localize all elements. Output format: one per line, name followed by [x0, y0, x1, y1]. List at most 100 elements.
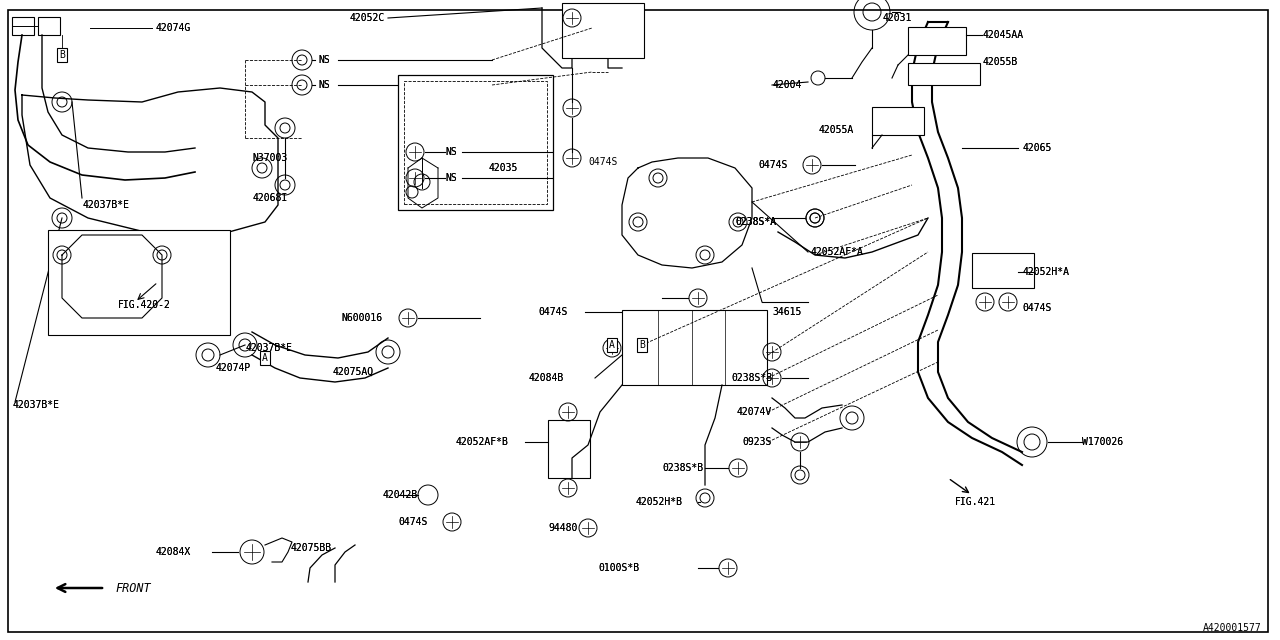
Text: 0474S: 0474S [398, 517, 428, 527]
Text: 0474S: 0474S [588, 157, 617, 167]
Text: 42055B: 42055B [982, 57, 1018, 67]
Text: 42075BB: 42075BB [291, 543, 332, 553]
Text: 0474S: 0474S [759, 160, 788, 170]
Text: 0238S*B: 0238S*B [662, 463, 703, 473]
Text: NS: NS [317, 55, 330, 65]
Text: 42037B*E: 42037B*E [244, 343, 292, 353]
Text: 42052H*B: 42052H*B [635, 497, 682, 507]
Text: 0238S*B: 0238S*B [662, 463, 703, 473]
Text: NS: NS [445, 147, 457, 157]
Text: B: B [59, 50, 65, 60]
Bar [548, 420, 590, 478]
Text: NS: NS [317, 80, 330, 90]
Text: FRONT: FRONT [115, 582, 151, 595]
Text: 0238S*A: 0238S*A [735, 217, 776, 227]
Text: 42031: 42031 [882, 13, 911, 23]
Text: 42052H*B: 42052H*B [635, 497, 682, 507]
Text: 34615: 34615 [772, 307, 801, 317]
Text: 42037B*E: 42037B*E [82, 200, 129, 210]
Text: 42045AA: 42045AA [982, 30, 1023, 40]
Text: NS: NS [317, 80, 330, 90]
Text: 42074V: 42074V [737, 407, 772, 417]
Text: 42052AF*B: 42052AF*B [454, 437, 508, 447]
Text: W170026: W170026 [1082, 437, 1123, 447]
Text: 42074P: 42074P [215, 363, 251, 373]
Text: FIG.421: FIG.421 [955, 497, 996, 507]
Text: 42074V: 42074V [737, 407, 772, 417]
Text: 42074P: 42074P [215, 363, 251, 373]
Text: 42052C: 42052C [349, 13, 385, 23]
Text: 0474S: 0474S [538, 307, 567, 317]
Bar [622, 310, 767, 385]
Text: 42084B: 42084B [529, 373, 563, 383]
Text: 0923S: 0923S [742, 437, 772, 447]
Text: 42037B*E: 42037B*E [82, 200, 129, 210]
Text: 0474S: 0474S [398, 517, 428, 527]
Text: NS: NS [317, 55, 330, 65]
Text: 42052H*A: 42052H*A [1021, 267, 1069, 277]
Text: W170026: W170026 [1082, 437, 1123, 447]
Bar [908, 27, 966, 55]
Text: NS: NS [445, 147, 457, 157]
Text: 42055A: 42055A [818, 125, 854, 135]
Text: 42004: 42004 [772, 80, 801, 90]
Bar [12, 17, 35, 35]
Text: N37003: N37003 [252, 153, 287, 163]
Text: N600016: N600016 [340, 313, 381, 323]
Text: 42052AF*A: 42052AF*A [810, 247, 863, 257]
Text: 0474S: 0474S [538, 307, 567, 317]
Bar [972, 253, 1034, 288]
Text: 42052AF*B: 42052AF*B [454, 437, 508, 447]
Text: 42037B*E: 42037B*E [12, 400, 59, 410]
Bar [872, 107, 924, 135]
Text: 0238S*B: 0238S*B [731, 373, 772, 383]
Text: 42004: 42004 [772, 80, 801, 90]
Text: 0238S*B: 0238S*B [731, 373, 772, 383]
Bar [38, 17, 60, 35]
Text: 42031: 42031 [882, 13, 911, 23]
Bar [398, 75, 553, 210]
Text: A420001577: A420001577 [1203, 623, 1262, 633]
Text: FIG.420-2: FIG.420-2 [118, 300, 170, 310]
Text: 42055B: 42055B [982, 57, 1018, 67]
Text: 0474S: 0474S [759, 160, 788, 170]
Text: 42042B: 42042B [381, 490, 417, 500]
Text: 42045AA: 42045AA [982, 30, 1023, 40]
Text: 42084X: 42084X [155, 547, 191, 557]
Text: FIG.420-2: FIG.420-2 [118, 300, 170, 310]
Text: N37003: N37003 [252, 153, 287, 163]
Text: NS: NS [445, 173, 457, 183]
Text: NS: NS [445, 173, 457, 183]
Text: FIG.421: FIG.421 [955, 497, 996, 507]
Text: 0474S: 0474S [1021, 303, 1051, 313]
Text: 0474S: 0474S [1021, 303, 1051, 313]
Text: 42052C: 42052C [349, 13, 385, 23]
Text: B: B [639, 340, 645, 350]
Text: 42068I: 42068I [252, 193, 287, 203]
Text: 42075AQ: 42075AQ [332, 367, 374, 377]
Text: 42037B*E: 42037B*E [12, 400, 59, 410]
Text: 42065: 42065 [1021, 143, 1051, 153]
Text: 42065: 42065 [1021, 143, 1051, 153]
Text: N600016: N600016 [340, 313, 381, 323]
Text: 42042B: 42042B [381, 490, 417, 500]
Text: 42052AF*A: 42052AF*A [810, 247, 863, 257]
Text: 42068I: 42068I [252, 193, 287, 203]
Text: 0238S*A: 0238S*A [735, 217, 776, 227]
Bar [908, 63, 980, 85]
Text: 42075BB: 42075BB [291, 543, 332, 553]
Text: 42074G: 42074G [155, 23, 191, 33]
Text: 42084B: 42084B [529, 373, 563, 383]
Text: 42035: 42035 [488, 163, 517, 173]
Text: 34615: 34615 [772, 307, 801, 317]
Text: 42037B*E: 42037B*E [244, 343, 292, 353]
Text: 0100S*B: 0100S*B [598, 563, 639, 573]
Text: 0100S*B: 0100S*B [598, 563, 639, 573]
Text: 94480: 94480 [549, 523, 579, 533]
Text: 0238S*A: 0238S*A [735, 217, 776, 227]
Text: 42084X: 42084X [155, 547, 191, 557]
Bar [404, 81, 547, 204]
Text: 42074G: 42074G [155, 23, 191, 33]
Text: 42052H*A: 42052H*A [1021, 267, 1069, 277]
Text: 42075AQ: 42075AQ [332, 367, 374, 377]
